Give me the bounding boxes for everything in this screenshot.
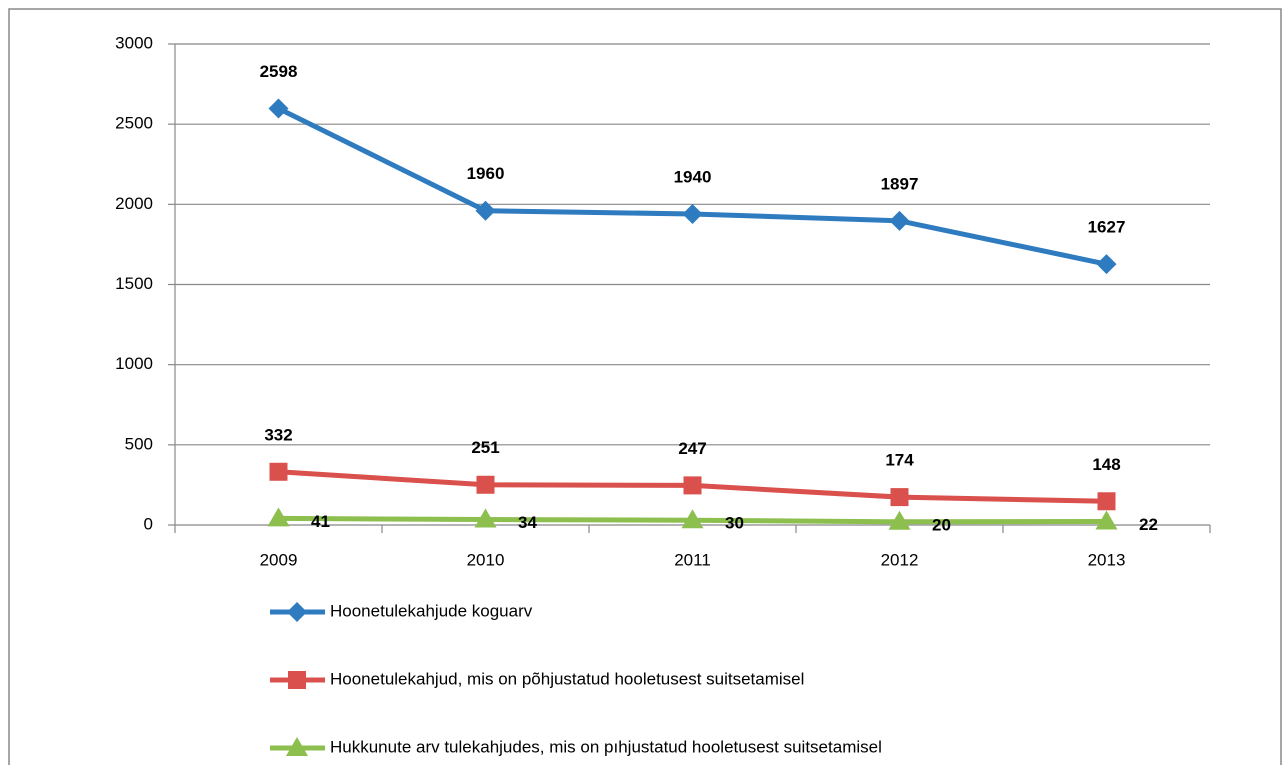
legend-marker [286, 737, 308, 756]
data-label: 2598 [260, 62, 298, 81]
data-label: 30 [725, 514, 744, 533]
legend-label: Hoonetulekahjud, mis on põhjustatud hool… [330, 669, 804, 688]
data-point [888, 510, 911, 530]
data-point [1096, 254, 1117, 275]
data-label: 1940 [674, 167, 712, 186]
y-tick-label: 1000 [115, 354, 153, 373]
x-tick-label: 2010 [467, 550, 505, 569]
data-label: 1897 [881, 174, 919, 193]
data-point [475, 200, 496, 221]
data-point [889, 210, 910, 231]
data-label: 251 [471, 438, 499, 457]
legend-marker [288, 671, 306, 689]
x-tick-label: 2009 [260, 550, 298, 569]
y-tick-label: 0 [144, 514, 153, 533]
data-point [267, 507, 290, 527]
data-point [268, 98, 289, 119]
data-point [683, 476, 702, 495]
data-point [681, 509, 704, 529]
data-label: 174 [885, 451, 914, 470]
y-tick-label: 500 [125, 434, 153, 453]
legend-label: Hukkunute arv tulekahjudes, mis on pıhju… [330, 737, 882, 756]
data-label: 247 [678, 439, 706, 458]
chart-frame [8, 8, 1282, 765]
data-point [474, 508, 497, 528]
data-point [1097, 492, 1116, 511]
data-label: 1627 [1088, 218, 1126, 237]
y-tick-label: 1500 [115, 274, 153, 293]
y-tick-label: 2500 [115, 114, 153, 133]
data-point [476, 475, 495, 494]
data-label: 20 [932, 515, 951, 534]
data-point [269, 462, 288, 481]
data-label: 148 [1092, 455, 1120, 474]
data-point [1095, 510, 1118, 530]
legend-label: Hoonetulekahjude koguarv [330, 601, 533, 620]
x-tick-label: 2012 [881, 550, 919, 569]
data-label: 22 [1139, 515, 1158, 534]
y-tick-label: 3000 [115, 33, 153, 52]
data-point [890, 488, 909, 507]
data-label: 41 [311, 512, 330, 531]
x-tick-label: 2011 [674, 550, 711, 569]
y-tick-label: 2000 [115, 194, 153, 213]
data-label: 1960 [467, 164, 505, 183]
data-point [682, 203, 703, 224]
data-label: 332 [264, 425, 292, 444]
data-label: 34 [518, 513, 537, 532]
x-tick-label: 2013 [1088, 550, 1126, 569]
legend-marker [287, 602, 307, 622]
